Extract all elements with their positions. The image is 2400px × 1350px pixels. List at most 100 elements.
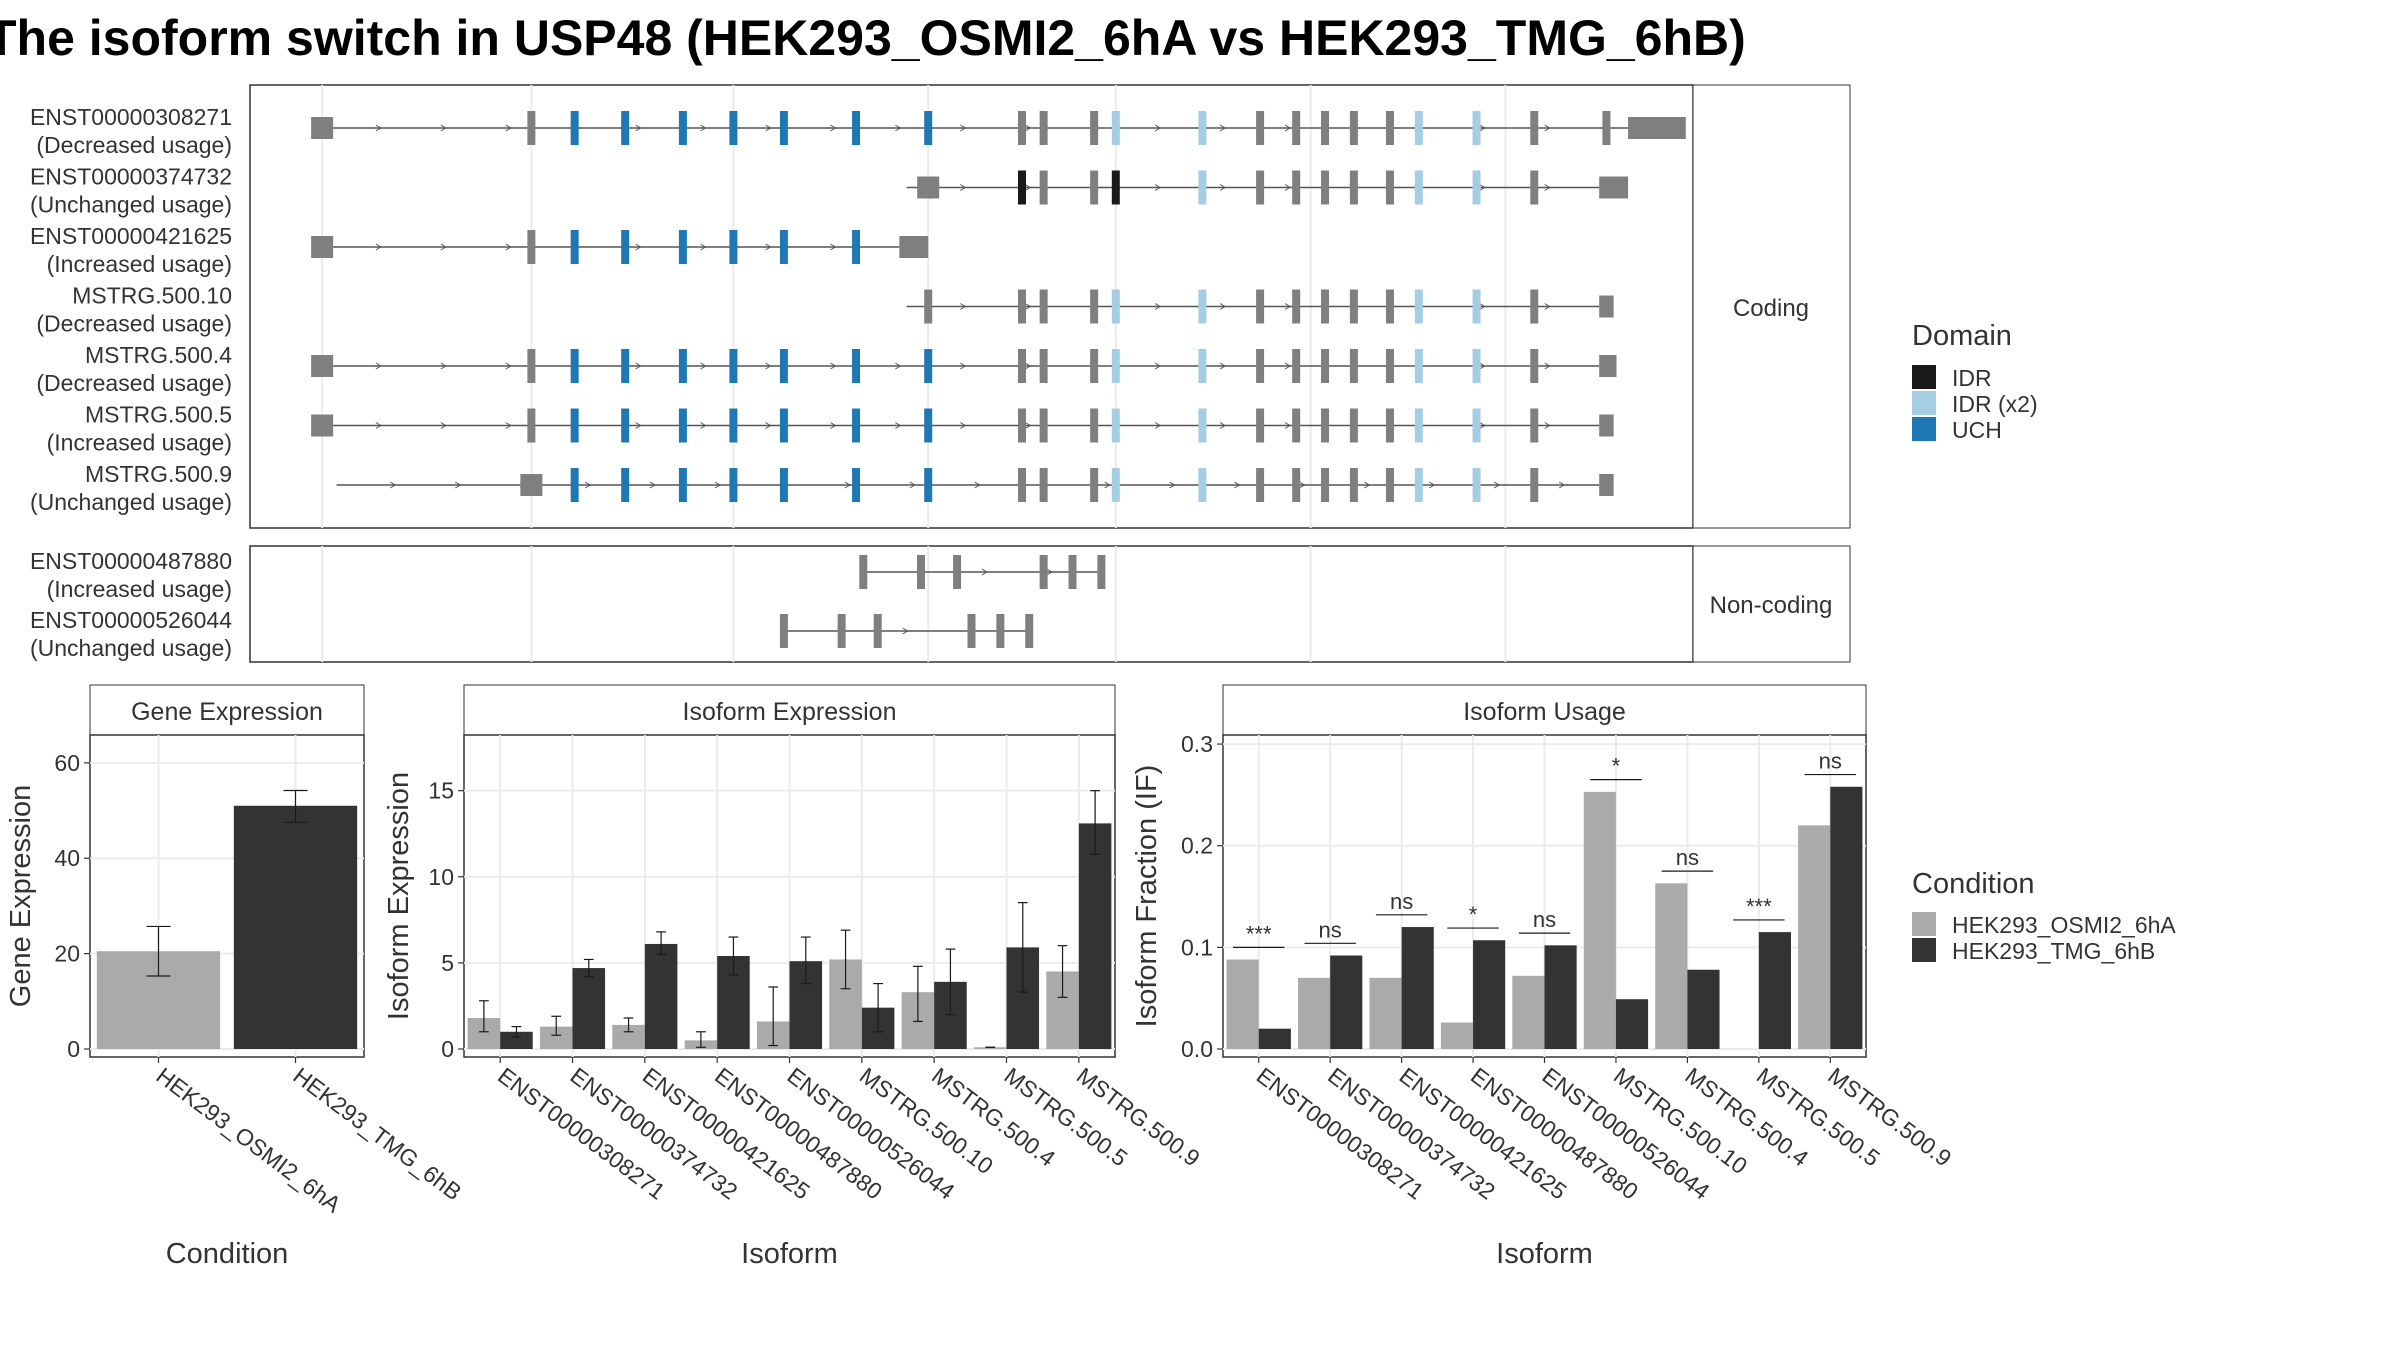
- exon-block: [1111, 349, 1120, 383]
- exon-block: [729, 111, 738, 145]
- strand-arrow: [714, 481, 721, 489]
- transcript-id-label: ENST00000308271: [30, 104, 232, 130]
- significance-label: ns: [1676, 845, 1699, 870]
- exon-block: [1256, 170, 1265, 205]
- y-tick-label: 0.2: [1181, 833, 1213, 859]
- exon-block: [1292, 170, 1301, 205]
- y-tick-label: 40: [54, 845, 80, 871]
- strand-arrow: [1544, 124, 1551, 132]
- strand-arrow: [700, 422, 707, 429]
- exon-block: [1256, 408, 1265, 443]
- exon-block: [924, 111, 933, 145]
- bar: [1798, 825, 1831, 1049]
- bar: [644, 943, 678, 1049]
- exon-block: [1039, 555, 1048, 589]
- strand-arrow: [765, 243, 772, 251]
- exon-block: [570, 111, 579, 145]
- x-axis-title: Isoform: [1496, 1238, 1593, 1270]
- exon-block: [1530, 408, 1539, 443]
- x-category-label: MSTRG.500.5: [999, 1062, 1132, 1171]
- transcript-id-label: MSTRG.500.10: [72, 283, 232, 309]
- strand-arrow: [505, 422, 512, 429]
- exon-block: [1321, 349, 1330, 383]
- strand-arrow: [960, 184, 967, 191]
- strand-arrow: [375, 243, 382, 251]
- domain-legend-key: [1912, 391, 1936, 415]
- strand-arrow: [830, 422, 837, 429]
- exon-block: [1039, 349, 1048, 383]
- exon-block: [1414, 289, 1423, 324]
- exon-block: [1385, 170, 1394, 205]
- exon-block: [1292, 289, 1301, 324]
- domain-legend-key: [1912, 365, 1936, 389]
- strand-arrow: [1024, 422, 1032, 429]
- exon-block: [924, 408, 933, 443]
- bar: [539, 1026, 573, 1049]
- exon-block: [311, 236, 334, 258]
- significance-label: *: [1612, 754, 1621, 779]
- exon-block: [570, 468, 579, 502]
- utr3-block: [1628, 117, 1686, 139]
- exon-block: [527, 230, 536, 264]
- transcript-MSTRG.500.5: [311, 408, 1614, 443]
- strand-arrow: [1493, 481, 1501, 489]
- strand-arrow: [1046, 568, 1053, 576]
- strand-arrow: [1544, 303, 1551, 310]
- exon-block: [859, 555, 868, 589]
- transcript-structure-panel: CodingNon-codingENST00000308271(Decrease…: [30, 84, 1851, 663]
- exon-block: [570, 408, 579, 443]
- strand-arrow: [700, 362, 707, 370]
- exon-block: [678, 111, 687, 145]
- transcript-usage-label: (Decreased usage): [36, 311, 232, 337]
- exon-block: [1090, 468, 1099, 502]
- exon-block: [1039, 408, 1048, 443]
- strand-arrow: [1219, 303, 1227, 310]
- exon-block: [1414, 170, 1423, 205]
- y-tick-label: 0.3: [1181, 731, 1213, 757]
- strand-arrow: [960, 362, 967, 370]
- utr3-block: [899, 236, 929, 258]
- exon-block: [1198, 468, 1207, 502]
- y-tick-label: 10: [428, 864, 454, 890]
- bar: [1298, 977, 1331, 1049]
- exon-block: [1349, 468, 1358, 502]
- exon-block: [1321, 468, 1330, 502]
- strand-arrow: [960, 422, 967, 429]
- strand-arrow: [1154, 303, 1162, 310]
- exon-block: [1530, 289, 1539, 324]
- exon-block: [1018, 468, 1027, 502]
- transcript-ENST00000487880: [859, 555, 1106, 589]
- strand-arrow: [1479, 422, 1486, 429]
- transcript-usage-label: (Increased usage): [47, 576, 232, 602]
- exon-block: [678, 349, 687, 383]
- strand-arrow: [440, 124, 447, 132]
- exon-block: [1385, 408, 1394, 443]
- exon-block: [311, 117, 334, 139]
- exon-block: [621, 349, 630, 383]
- y-tick-label: 15: [428, 778, 454, 804]
- exon-block: [1530, 111, 1539, 145]
- exon-block: [621, 408, 630, 443]
- strand-arrow: [1284, 422, 1291, 429]
- exon-block: [779, 468, 788, 502]
- strand-arrow: [765, 422, 772, 429]
- exon-block: [1111, 408, 1120, 443]
- strand-arrow: [635, 124, 642, 132]
- strand-arrow: [1284, 303, 1291, 310]
- exon-block: [1018, 170, 1027, 205]
- exon-block: [1349, 289, 1358, 324]
- exon-block: [1018, 349, 1027, 383]
- strand-arrow: [1104, 481, 1111, 489]
- transcript-id-label: ENST00000526044: [30, 607, 232, 633]
- exon-block: [873, 614, 882, 648]
- strand-arrow: [974, 481, 981, 489]
- exon-block: [852, 230, 861, 264]
- transcript-id-label: ENST00000421625: [30, 223, 232, 249]
- exon-block: [1090, 408, 1099, 443]
- exon-block: [1090, 170, 1099, 205]
- bar: [1473, 940, 1506, 1049]
- x-category-label: MSTRG.500.9: [1823, 1062, 1956, 1171]
- strand-arrow: [700, 124, 707, 132]
- coding-strip-label: Coding: [1733, 295, 1809, 322]
- strand-arrow: [981, 568, 988, 576]
